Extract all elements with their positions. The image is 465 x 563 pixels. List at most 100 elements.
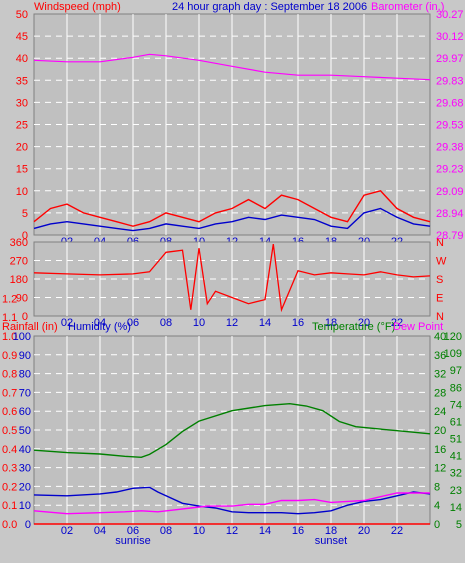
temperature-c-tick-label: 4 bbox=[434, 500, 440, 512]
series-line-windspeed-mph- bbox=[33, 190, 431, 227]
temperature-c-tick-label: 16 bbox=[434, 444, 446, 456]
direction-degree-tick-label: 0 bbox=[22, 311, 28, 323]
windspeed-tick-label: 30 bbox=[16, 97, 28, 109]
x-tick-label: 04 bbox=[94, 525, 106, 537]
temperature-f-tick-label: 97 bbox=[450, 365, 462, 377]
x-tick-label: 20 bbox=[358, 317, 370, 329]
series-line-dew-point bbox=[33, 492, 430, 515]
humidity-tick-label: 20 bbox=[19, 481, 31, 493]
series-line-barometer-in- bbox=[33, 53, 431, 81]
compass-tick-label: N bbox=[436, 237, 444, 249]
series-line-wind-average bbox=[33, 207, 431, 232]
barometer-tick-label: 29.53 bbox=[436, 120, 464, 132]
x-tick-label: 08 bbox=[160, 317, 172, 329]
humidity-tick-label: 70 bbox=[19, 387, 31, 399]
x-tick-label: 16 bbox=[292, 525, 304, 537]
direction-degree-tick-label: 180 bbox=[10, 274, 28, 286]
x-tick-label: 14 bbox=[259, 317, 271, 329]
temperature-f-tick-label: 74 bbox=[450, 399, 462, 411]
x-tick-label: 20 bbox=[358, 525, 370, 537]
rainfall-tick-label: 0.6 bbox=[2, 406, 17, 418]
x-tick-label: 06 bbox=[127, 525, 139, 537]
rainfall-tick-label: 1.2 bbox=[2, 293, 17, 305]
barometer-tick-label: 29.23 bbox=[436, 164, 464, 176]
x-tick-label: 12 bbox=[226, 525, 238, 537]
x-tick-label: 18 bbox=[325, 525, 337, 537]
windspeed-axis-title: Windspeed (mph) bbox=[34, 1, 121, 13]
rainfall-tick-label: 0.9 bbox=[2, 350, 17, 362]
temperature-f-tick-label: 5 bbox=[456, 519, 462, 531]
rain-humidity-temp-series bbox=[33, 402, 431, 525]
rainfall-axis-title: Rainfall (in) bbox=[2, 321, 58, 333]
temperature-f-tick-label: 109 bbox=[444, 348, 462, 360]
windspeed-tick-label: 25 bbox=[16, 120, 28, 132]
temperature-f-tick-label: 86 bbox=[450, 382, 462, 394]
humidity-tick-label: 50 bbox=[19, 425, 31, 437]
rainfall-tick-label: 1.1 bbox=[2, 312, 17, 324]
x-tick-label: 22 bbox=[391, 317, 403, 329]
windspeed-tick-label: 15 bbox=[16, 164, 28, 176]
x-tick-label: 08 bbox=[160, 525, 172, 537]
x-tick-label: 02 bbox=[61, 525, 73, 537]
barometer-tick-label: 30.27 bbox=[436, 9, 464, 21]
rain-humidity-temp-tick-labels: 0.0 0.1 0.2 0.3 0.4 0.5 0.6 0.7 0.8 0.9 1.0 1.1 1.2 0… bbox=[2, 293, 462, 547]
windspeed-tick-label: 40 bbox=[16, 53, 28, 65]
compass-tick-label: S bbox=[436, 274, 443, 286]
compass-tick-label: N bbox=[436, 311, 444, 323]
series-line-humidity- bbox=[33, 486, 431, 515]
windspeed-tick-label: 5 bbox=[22, 208, 28, 220]
temperature-c-tick-label: 0 bbox=[434, 519, 440, 531]
wind-barometer-grid bbox=[34, 14, 430, 235]
rainfall-tick-label: 0.0 bbox=[2, 519, 17, 531]
temperature-c-tick-label: 28 bbox=[434, 387, 446, 399]
temperature-c-tick-label: 40 bbox=[434, 331, 446, 343]
temperature-f-tick-label: 41 bbox=[450, 451, 462, 463]
humidity-tick-label: 40 bbox=[19, 444, 31, 456]
series-line-wind-direction bbox=[33, 244, 431, 313]
temperature-f-tick-label: 23 bbox=[450, 485, 462, 497]
windspeed-tick-label: 35 bbox=[16, 75, 28, 87]
humidity-tick-label: 80 bbox=[19, 369, 31, 381]
temperature-f-tick-label: 51 bbox=[450, 434, 462, 446]
humidity-tick-label: 100 bbox=[13, 331, 31, 343]
windspeed-tick-label: 0 bbox=[22, 230, 28, 242]
dewpoint-axis-title: Dew Point bbox=[393, 321, 443, 333]
humidity-tick-label: 10 bbox=[19, 500, 31, 512]
temperature-c-tick-label: 32 bbox=[434, 369, 446, 381]
windspeed-tick-label: 10 bbox=[16, 186, 28, 198]
x-tick-label: 14 bbox=[259, 525, 271, 537]
temperature-c-tick-label: 8 bbox=[434, 481, 440, 493]
x-tick-label: 18 bbox=[325, 317, 337, 329]
barometer-tick-label: 29.68 bbox=[436, 97, 464, 109]
temperature-c-tick-label: 20 bbox=[434, 425, 446, 437]
rainfall-tick-label: 0.5 bbox=[2, 425, 17, 437]
barometer-tick-label: 29.83 bbox=[436, 75, 464, 87]
graph-title: 24 hour graph day : September 18 2006 bbox=[172, 1, 367, 13]
x-tick-label: 04 bbox=[94, 317, 106, 329]
x-tick-label: 12 bbox=[226, 317, 238, 329]
temperature-c-tick-label: 12 bbox=[434, 463, 446, 475]
temperature-f-tick-label: 14 bbox=[450, 502, 462, 514]
x-tick-label: 06 bbox=[127, 317, 139, 329]
barometer-tick-label: 28.79 bbox=[436, 230, 464, 242]
windspeed-tick-label: 45 bbox=[16, 31, 28, 43]
compass-tick-label: W bbox=[436, 256, 447, 268]
windspeed-tick-label: 50 bbox=[16, 9, 28, 21]
barometer-tick-label: 30.12 bbox=[436, 31, 464, 43]
x-tick-label: 02 bbox=[61, 317, 73, 329]
x-tick-label: 10 bbox=[193, 525, 205, 537]
humidity-tick-label: 60 bbox=[19, 406, 31, 418]
barometer-tick-label: 28.94 bbox=[436, 208, 464, 220]
rainfall-tick-label: 0.8 bbox=[2, 369, 17, 381]
barometer-tick-label: 29.09 bbox=[436, 186, 464, 198]
humidity-tick-label: 0 bbox=[25, 519, 31, 531]
barometer-axis-title: Barometer (in.) bbox=[371, 1, 444, 13]
x-tick-label: 22 bbox=[391, 525, 403, 537]
humidity-tick-label: 90 bbox=[19, 350, 31, 362]
sunrise-label: sunrise bbox=[115, 535, 150, 547]
humidity-tick-label: 30 bbox=[19, 463, 31, 475]
series-line-temperature-f- bbox=[33, 402, 431, 459]
temperature-f-tick-label: 32 bbox=[450, 468, 462, 480]
temperature-axis-title: Temperature (°F) bbox=[312, 321, 395, 333]
